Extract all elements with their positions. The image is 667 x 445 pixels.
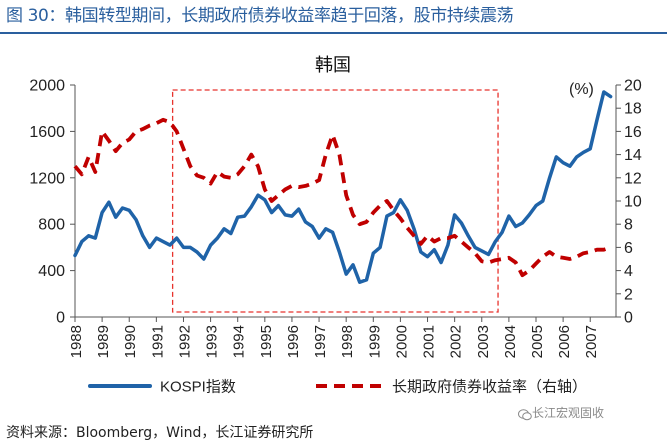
left-axis-tick-label: 2000 (29, 78, 65, 95)
x-axis-tick-label: 2000 (393, 325, 410, 358)
bond-yield-line (73, 117, 612, 278)
left-axis-tick-label: 800 (38, 217, 65, 234)
right-axis-tick-label: 18 (624, 101, 642, 118)
text-layer: 0 400 800 1200 1600 2000 0 2 4 6 8 10 12 14 16 18 20 1988… (29, 55, 641, 358)
x-axis-tick-label: 1992 (176, 325, 193, 358)
right-axis-tick-label: 10 (624, 194, 642, 211)
highlight-layer (171, 89, 499, 313)
left-axis-tick-label: 1200 (29, 170, 65, 187)
wechat-icon (518, 406, 532, 425)
series-layer (73, 90, 613, 284)
x-axis-tick-label: 1993 (204, 325, 221, 358)
x-axis-tick-label: 2001 (421, 325, 438, 358)
right-axis-tick-label: 20 (624, 78, 642, 95)
x-axis-tick-label: 2003 (475, 325, 492, 358)
x-axis-tick-label: 1988 (68, 325, 85, 358)
chart-title: 韩国 (315, 55, 351, 75)
right-axis-tick-label: 0 (624, 310, 633, 327)
x-axis-tick-label: 1991 (149, 325, 166, 358)
x-axis-tick-label: 1995 (258, 325, 275, 358)
right-axis-unit: (%) (569, 81, 594, 98)
x-axis-tick-label: 2007 (583, 325, 600, 358)
right-axis-tick-label: 12 (624, 170, 642, 187)
right-axis-tick-label: 4 (624, 263, 633, 280)
x-axis-tick-label: 1997 (312, 325, 329, 358)
x-axis-tick-label: 1989 (95, 325, 112, 358)
left-axis-tick-label: 0 (56, 310, 65, 327)
x-axis-tick-label: 2006 (556, 325, 573, 358)
x-axis-tick-label: 1990 (122, 325, 139, 358)
right-axis-tick-label: 16 (624, 124, 642, 141)
legend-yield-label: 长期政府债券收益率（右轴） (392, 379, 587, 396)
kospi-yield-chart: 0 400 800 1200 1600 2000 0 2 4 6 8 10 12 14 16 18 20 1988… (29, 55, 641, 396)
x-axis-tick-label: 2005 (529, 325, 546, 358)
legend-layer: KOSPI指数 长期政府债券收益率（右轴） (88, 379, 587, 396)
x-axis-tick-label: 2002 (448, 325, 465, 358)
right-axis-tick-label: 8 (624, 217, 633, 234)
left-axis-tick-label: 1600 (29, 124, 65, 141)
right-axis-tick-label: 6 (624, 240, 633, 257)
right-axis-tick-label: 2 (624, 286, 633, 303)
x-axis-tick-label: 2004 (502, 325, 519, 358)
right-axis-tick-label: 14 (624, 147, 642, 164)
x-axis-tick-label: 1996 (285, 325, 302, 358)
x-axis-tick-label: 1994 (231, 325, 248, 358)
left-axis-tick-label: 400 (38, 263, 65, 280)
source-note: 资料来源：Bloomberg，Wind，长江证券研究所 (6, 425, 314, 441)
x-axis-tick-label: 1998 (339, 325, 356, 358)
highlight-box (171, 89, 499, 313)
legend-kospi-label: KOSPI指数 (160, 379, 236, 396)
axes-layer (70, 84, 621, 322)
title-divider (0, 32, 667, 34)
x-axis-tick-label: 1999 (366, 325, 383, 358)
figure-title: 图 30：韩国转型期间，长期政府债券收益率趋于回落，股市持续震荡 (6, 6, 514, 26)
kospi-index-line (73, 90, 613, 284)
watermark-text: 长江宏观固收 (532, 406, 605, 420)
